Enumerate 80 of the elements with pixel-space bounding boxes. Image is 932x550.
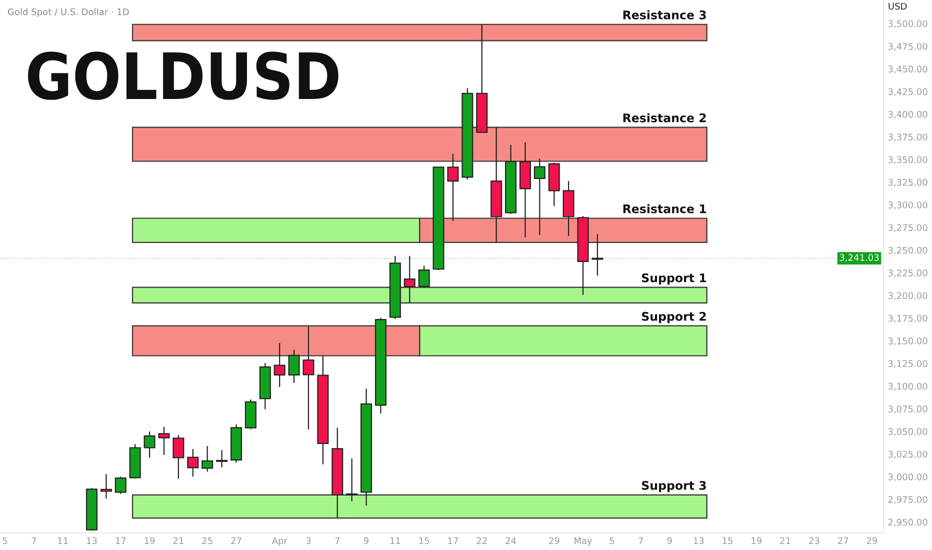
- x-tick-label: Apr: [272, 537, 288, 546]
- text: Gold Spot / U.S. Dollar · 1D: [8, 8, 129, 17]
- candlestick: [202, 445, 214, 472]
- band-label: Support 1: [642, 273, 706, 285]
- candlestick: [144, 430, 156, 458]
- x-tick-label: 29: [866, 537, 878, 544]
- y-tick-label: 2,950.00: [888, 518, 928, 527]
- y-tick-label: 3,350.00: [888, 156, 928, 164]
- x-tick-label: 22: [476, 537, 487, 544]
- x-tick-label: 29: [549, 537, 560, 544]
- x-tick-label: 19: [752, 537, 762, 544]
- candlestick: [592, 234, 604, 276]
- x-tick-label: May: [574, 537, 592, 546]
- x-tick-label: 15: [722, 537, 732, 544]
- x-tick-label: 7: [335, 537, 340, 544]
- y-tick-label: 3,325.00: [888, 178, 928, 187]
- band-label: Support 3: [642, 480, 706, 492]
- x-tick-label: 9: [364, 537, 369, 544]
- band-label: Resistance 1: [623, 204, 706, 214]
- x-tick-label: 17: [116, 537, 126, 544]
- band-label: Resistance 2: [623, 113, 706, 122]
- y-tick-label: 3,175.00: [888, 314, 928, 323]
- x-tick-label: 27: [838, 537, 848, 544]
- y-tick-label: 3,050.00: [888, 428, 928, 436]
- y-tick-label: 3,000.00: [888, 473, 928, 482]
- band-label: Resistance 3: [623, 10, 706, 20]
- y-tick-label: 3,100.00: [888, 382, 928, 391]
- x-tick-label: 11: [390, 537, 400, 544]
- text: GOLDUSD: [28, 52, 338, 100]
- candlestick: [100, 473, 112, 500]
- y-tick-label: 3,075.00: [888, 406, 928, 414]
- y-axis-title: USD: [888, 2, 907, 10]
- x-tick-label: 7: [638, 537, 643, 544]
- candlestick: [302, 326, 314, 430]
- x-tick-label: 5: [2, 537, 8, 544]
- candlestick: [216, 449, 228, 468]
- y-tick-label: 3,475.00: [888, 42, 928, 51]
- x-tick-label: 19: [144, 537, 155, 544]
- y-tick-label: 2,975.00: [888, 496, 928, 504]
- x-tick-label: 27: [231, 537, 242, 544]
- x-tick-label: 21: [780, 537, 790, 544]
- x-tick-label: 3: [306, 537, 311, 544]
- ref-line-label: 3,241.03: [840, 254, 879, 262]
- y-tick-label: 3,025.00: [888, 450, 928, 459]
- x-tick-label: 13: [86, 537, 97, 544]
- x-tick-label: 13: [694, 537, 704, 544]
- y-tick-label: 3,400.00: [888, 110, 928, 119]
- candlestick: [404, 255, 416, 304]
- y-tick-label: 3,425.00: [888, 88, 928, 96]
- candlestick: [172, 434, 184, 480]
- x-tick-label: 17: [448, 537, 458, 544]
- candlestick: [187, 448, 199, 478]
- candlestick: [288, 349, 300, 384]
- candlestick: [447, 153, 459, 222]
- y-tick-label: 3,200.00: [888, 292, 928, 300]
- x-tick-label: 15: [419, 537, 430, 544]
- y-tick-label: 3,250.00: [888, 246, 928, 255]
- candlestick: [418, 265, 430, 288]
- y-tick-label: 3,300.00: [888, 202, 928, 210]
- y-tick-label: 3,275.00: [888, 224, 928, 232]
- y-tick-label: 3,225.00: [888, 270, 928, 278]
- x-tick-label: 9: [667, 537, 672, 544]
- x-tick-label: 21: [173, 537, 184, 544]
- x-tick-label: 11: [58, 537, 68, 544]
- x-tick-label: 7: [32, 537, 36, 544]
- x-tick-label: 23: [809, 537, 820, 544]
- candlestick: [346, 458, 358, 502]
- candlestick: [158, 426, 170, 456]
- y-tick-label: 3,375.00: [888, 134, 928, 142]
- band-label: Support 2: [642, 312, 706, 324]
- candlestick: [114, 476, 126, 495]
- x-tick-label: 24: [506, 537, 516, 544]
- y-tick-label: 3,150.00: [888, 338, 928, 346]
- candlestick: [534, 158, 546, 236]
- y-tick-label: 3,450.00: [888, 66, 928, 74]
- x-tick-label: 5: [610, 537, 614, 544]
- y-tick-label: 3,500.00: [888, 20, 928, 28]
- candlestick: [274, 342, 286, 388]
- x-tick-label: 25: [202, 537, 212, 544]
- y-tick-label: 3,125.00: [888, 360, 928, 368]
